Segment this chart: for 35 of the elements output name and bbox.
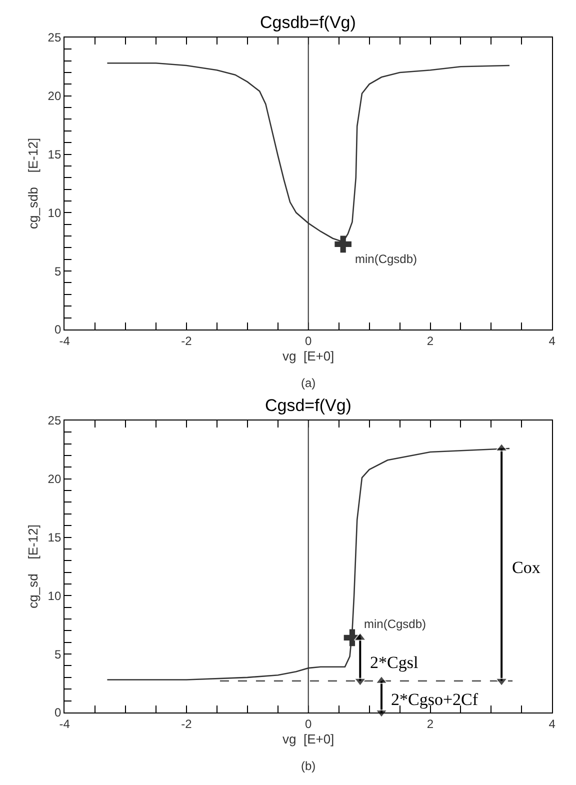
x-axis-title: vg [E+0] <box>282 731 334 746</box>
y-tick-label: 20 <box>48 472 62 486</box>
y-tick-label: 10 <box>48 206 62 220</box>
x-tick-label: -2 <box>181 334 192 348</box>
x-tick-label: 2 <box>426 334 434 348</box>
y-tick-label: 25 <box>48 414 62 428</box>
x-tick-label: 0 <box>305 716 312 731</box>
x-tick-label: -4 <box>59 716 70 731</box>
series-label: min(Cgsdb) <box>364 617 426 631</box>
text: (b) <box>301 759 316 773</box>
y-tick-label: 15 <box>48 147 62 162</box>
x-tick-label: 0 <box>305 334 312 348</box>
y-tick-label: 0 <box>54 706 62 720</box>
series-label: 2*Cgsl <box>370 653 418 672</box>
y-tick-label: 15 <box>48 530 62 544</box>
y-axis-title: cg_sd [E-12] <box>26 524 41 608</box>
y-tick-label: 5 <box>54 264 62 278</box>
y-tick-label: 25 <box>48 30 62 45</box>
x-tick-label: -4 <box>59 334 70 348</box>
chart-title: Cgsd=f(Vg) <box>265 396 352 415</box>
y-tick-label: 20 <box>48 89 62 104</box>
text: (a) <box>301 376 316 390</box>
x-tick-label: 4 <box>548 716 556 731</box>
series-label: Cox <box>512 558 541 577</box>
chart-title: Cgsdb=f(Vg) <box>260 13 356 32</box>
y-tick-label: 0 <box>54 322 62 337</box>
x-tick-label: 4 <box>548 334 556 348</box>
y-axis-title: cg_sdb [E-12] <box>26 138 41 229</box>
series-label: min(Cgsdb) <box>355 252 418 266</box>
x-axis-title: vg [E+0] <box>282 348 334 364</box>
x-tick-label: -2 <box>181 716 192 731</box>
y-tick-label: 5 <box>54 647 62 662</box>
x-tick-label: 2 <box>426 716 434 731</box>
legend-label: 2*Cgso+2Cf <box>391 690 478 709</box>
y-tick-label: 10 <box>48 588 62 603</box>
